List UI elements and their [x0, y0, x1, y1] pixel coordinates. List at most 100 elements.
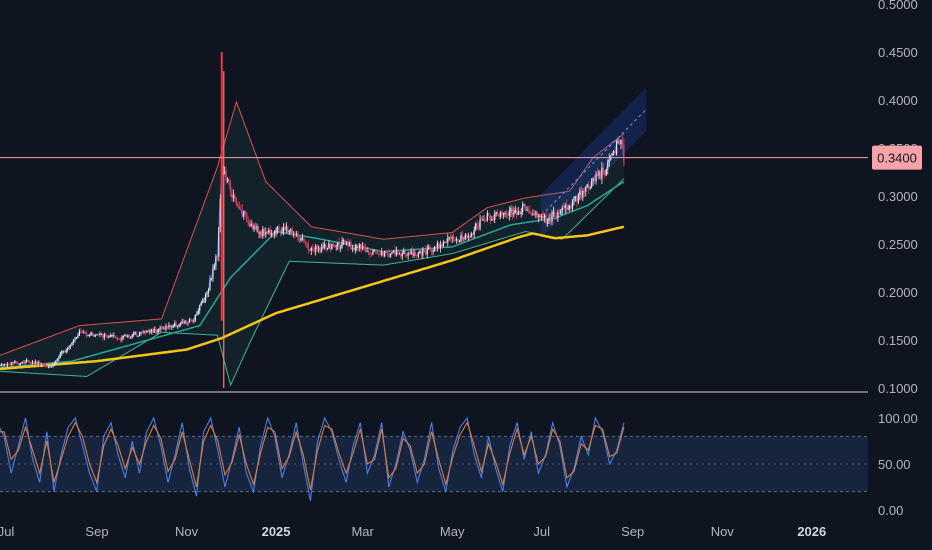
candle-body	[131, 334, 133, 337]
candle-body	[318, 247, 320, 249]
candle-body	[9, 364, 12, 366]
candle-body	[345, 241, 348, 244]
candle-body	[202, 300, 204, 303]
current-price-tag-bg	[872, 145, 922, 170]
candle-body	[607, 162, 609, 170]
candle-body	[340, 247, 342, 249]
candle-body	[469, 235, 471, 238]
candle-body	[47, 366, 50, 368]
candle-body	[508, 211, 511, 216]
candle-body	[369, 253, 371, 255]
candle-body	[74, 339, 76, 341]
candle-body	[351, 247, 353, 249]
candle-body	[567, 208, 569, 210]
candle-body	[287, 226, 289, 233]
candle-body	[87, 335, 89, 337]
candle-body	[422, 248, 424, 256]
candle-body	[119, 338, 122, 340]
regression-channel-midline	[541, 109, 647, 216]
candle-body	[586, 184, 588, 187]
price-axis[interactable]: 0.10000.15000.20000.25000.30000.35000.40…	[878, 0, 918, 396]
candle-body	[296, 233, 298, 235]
candle-body	[397, 249, 399, 255]
candle-body	[522, 204, 524, 213]
candle-body	[426, 249, 428, 255]
candle-body	[505, 213, 508, 215]
candle-body	[542, 215, 544, 219]
candle-body	[438, 242, 440, 249]
candle-body	[354, 247, 356, 251]
candle-body	[262, 228, 264, 237]
candle-body	[315, 246, 317, 252]
candle-body	[0, 364, 3, 366]
candle-body	[489, 215, 491, 221]
candle-body	[404, 250, 406, 254]
candle-body	[225, 171, 227, 181]
oscillator-axis[interactable]: 0.00 50.00 100.00	[878, 411, 918, 518]
candle-body	[309, 250, 311, 251]
candle-body	[357, 247, 359, 249]
candle-body	[279, 231, 282, 233]
candle-body	[325, 244, 327, 249]
candle-body	[394, 250, 396, 256]
candle-body	[224, 171, 226, 173]
candle-body	[285, 226, 287, 231]
candle-body	[602, 167, 604, 171]
candle-body	[108, 337, 110, 339]
candle-body	[548, 217, 550, 220]
candle-body	[81, 332, 83, 334]
candle-body	[147, 330, 149, 332]
candle-body	[372, 250, 374, 255]
candle-body	[80, 331, 82, 333]
candle-body	[370, 253, 373, 255]
candle-body	[21, 362, 23, 364]
candle-body	[203, 300, 205, 302]
candle-body	[458, 241, 461, 243]
candle-body	[303, 238, 305, 243]
candle-body	[532, 213, 534, 215]
candle-body	[0, 365, 1, 366]
candle-body	[332, 244, 334, 246]
candle-body	[455, 238, 458, 241]
candle-body	[398, 253, 400, 255]
candle-body	[143, 331, 145, 333]
candle-body	[102, 333, 104, 338]
candle-body	[294, 233, 296, 235]
candle-body	[67, 347, 69, 350]
candle-body	[558, 212, 560, 214]
candle-body	[375, 250, 377, 253]
time-tick-label: Jul	[0, 524, 14, 539]
candle-body	[234, 195, 236, 199]
candle-body	[444, 241, 446, 243]
candle-body	[433, 246, 436, 252]
candle-body	[250, 223, 252, 227]
candle-body	[364, 247, 367, 252]
time-tick-label: Sep	[85, 524, 108, 539]
candle-body	[61, 351, 63, 354]
candle-body	[319, 247, 321, 253]
candle-body	[231, 192, 233, 198]
candle-body	[511, 208, 513, 215]
candle-body	[257, 226, 260, 234]
candle-body	[519, 211, 521, 214]
candle-body	[611, 153, 613, 156]
time-axis[interactable]: Jul Sep Nov 2025 Mar May Jul Sep Nov 2026	[0, 524, 826, 539]
candle-body	[620, 140, 622, 145]
candle-body	[276, 226, 279, 230]
candle-body	[36, 361, 38, 365]
candle-body	[326, 248, 329, 250]
candle-body	[152, 329, 154, 333]
candle-body	[527, 210, 530, 211]
candle-body	[310, 247, 312, 251]
candle-body	[513, 212, 515, 215]
candle-body	[621, 140, 624, 145]
candle-body	[472, 233, 474, 235]
candle-body	[447, 238, 449, 243]
candle-body	[500, 211, 502, 217]
candle-body	[359, 244, 361, 249]
candle-body	[623, 144, 625, 164]
candle-body	[212, 268, 214, 279]
candle-body	[497, 212, 499, 215]
candle-body	[219, 198, 221, 228]
candle-body	[133, 332, 135, 335]
